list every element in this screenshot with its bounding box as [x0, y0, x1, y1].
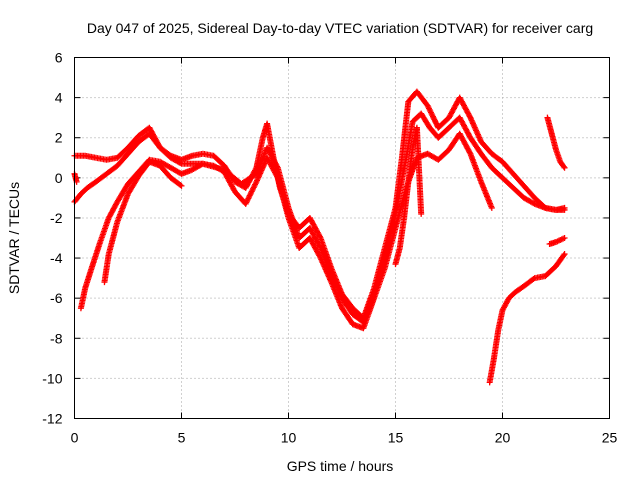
x-tick-label: 20 [495, 430, 511, 446]
y-tick-label: 0 [55, 170, 63, 186]
y-tick-label: -6 [50, 290, 63, 306]
series-curve-d [101, 158, 185, 286]
y-tick-label: 2 [55, 130, 63, 146]
data-point [466, 113, 473, 120]
tick-labels: 0 5 10 15 20 25 -12 -10 -8 -6 -4 -2 0 2 4 6 [42, 50, 617, 446]
data-point [561, 235, 568, 241]
series-curve-g [546, 235, 568, 248]
data-point [560, 163, 567, 170]
data-point [530, 276, 537, 283]
y-tick-label: 4 [55, 90, 63, 106]
data-point [530, 200, 537, 207]
series-curve-c [77, 130, 495, 332]
data-point [274, 163, 281, 170]
data-point [178, 182, 185, 189]
chart-title: Day 047 of 2025, Sidereal Day-to-day VTE… [87, 20, 593, 36]
data-point [560, 252, 567, 259]
series-curve-f [544, 114, 568, 171]
series-curve-b [71, 110, 568, 326]
y-axis-label: SDTVAR / TECUs [6, 182, 22, 294]
y-tick-label: -12 [42, 411, 62, 427]
y-tick-label: -10 [42, 370, 62, 386]
grid [74, 57, 610, 419]
x-tick-label: 0 [71, 430, 79, 446]
data-point [316, 233, 323, 240]
data-point [418, 210, 425, 217]
x-axis-label: GPS time / hours [287, 458, 394, 474]
data-point [177, 181, 184, 188]
y-tick-label: 6 [55, 50, 63, 66]
series-curve-h [71, 170, 80, 185]
y-tick-label: -2 [50, 210, 63, 226]
y-tick-label: -8 [50, 330, 63, 346]
data-point [488, 204, 495, 211]
x-tick-label: 15 [388, 430, 404, 446]
data-point [274, 173, 281, 180]
data-point [316, 243, 323, 250]
x-tick-label: 25 [602, 430, 618, 446]
data-point [177, 160, 184, 167]
data-point [561, 204, 568, 211]
data-point [561, 164, 568, 171]
series-curve-i [392, 124, 425, 268]
data-point [316, 253, 323, 260]
plot-frame [74, 57, 610, 419]
x-tick-label: 10 [281, 430, 297, 446]
data-points [71, 88, 568, 386]
x-tick-label: 5 [178, 430, 186, 446]
axis-ticks [74, 57, 610, 419]
y-tick-label: -4 [50, 250, 63, 266]
series-curve-e [486, 251, 568, 386]
data-point [466, 149, 473, 156]
data-point [561, 251, 568, 258]
